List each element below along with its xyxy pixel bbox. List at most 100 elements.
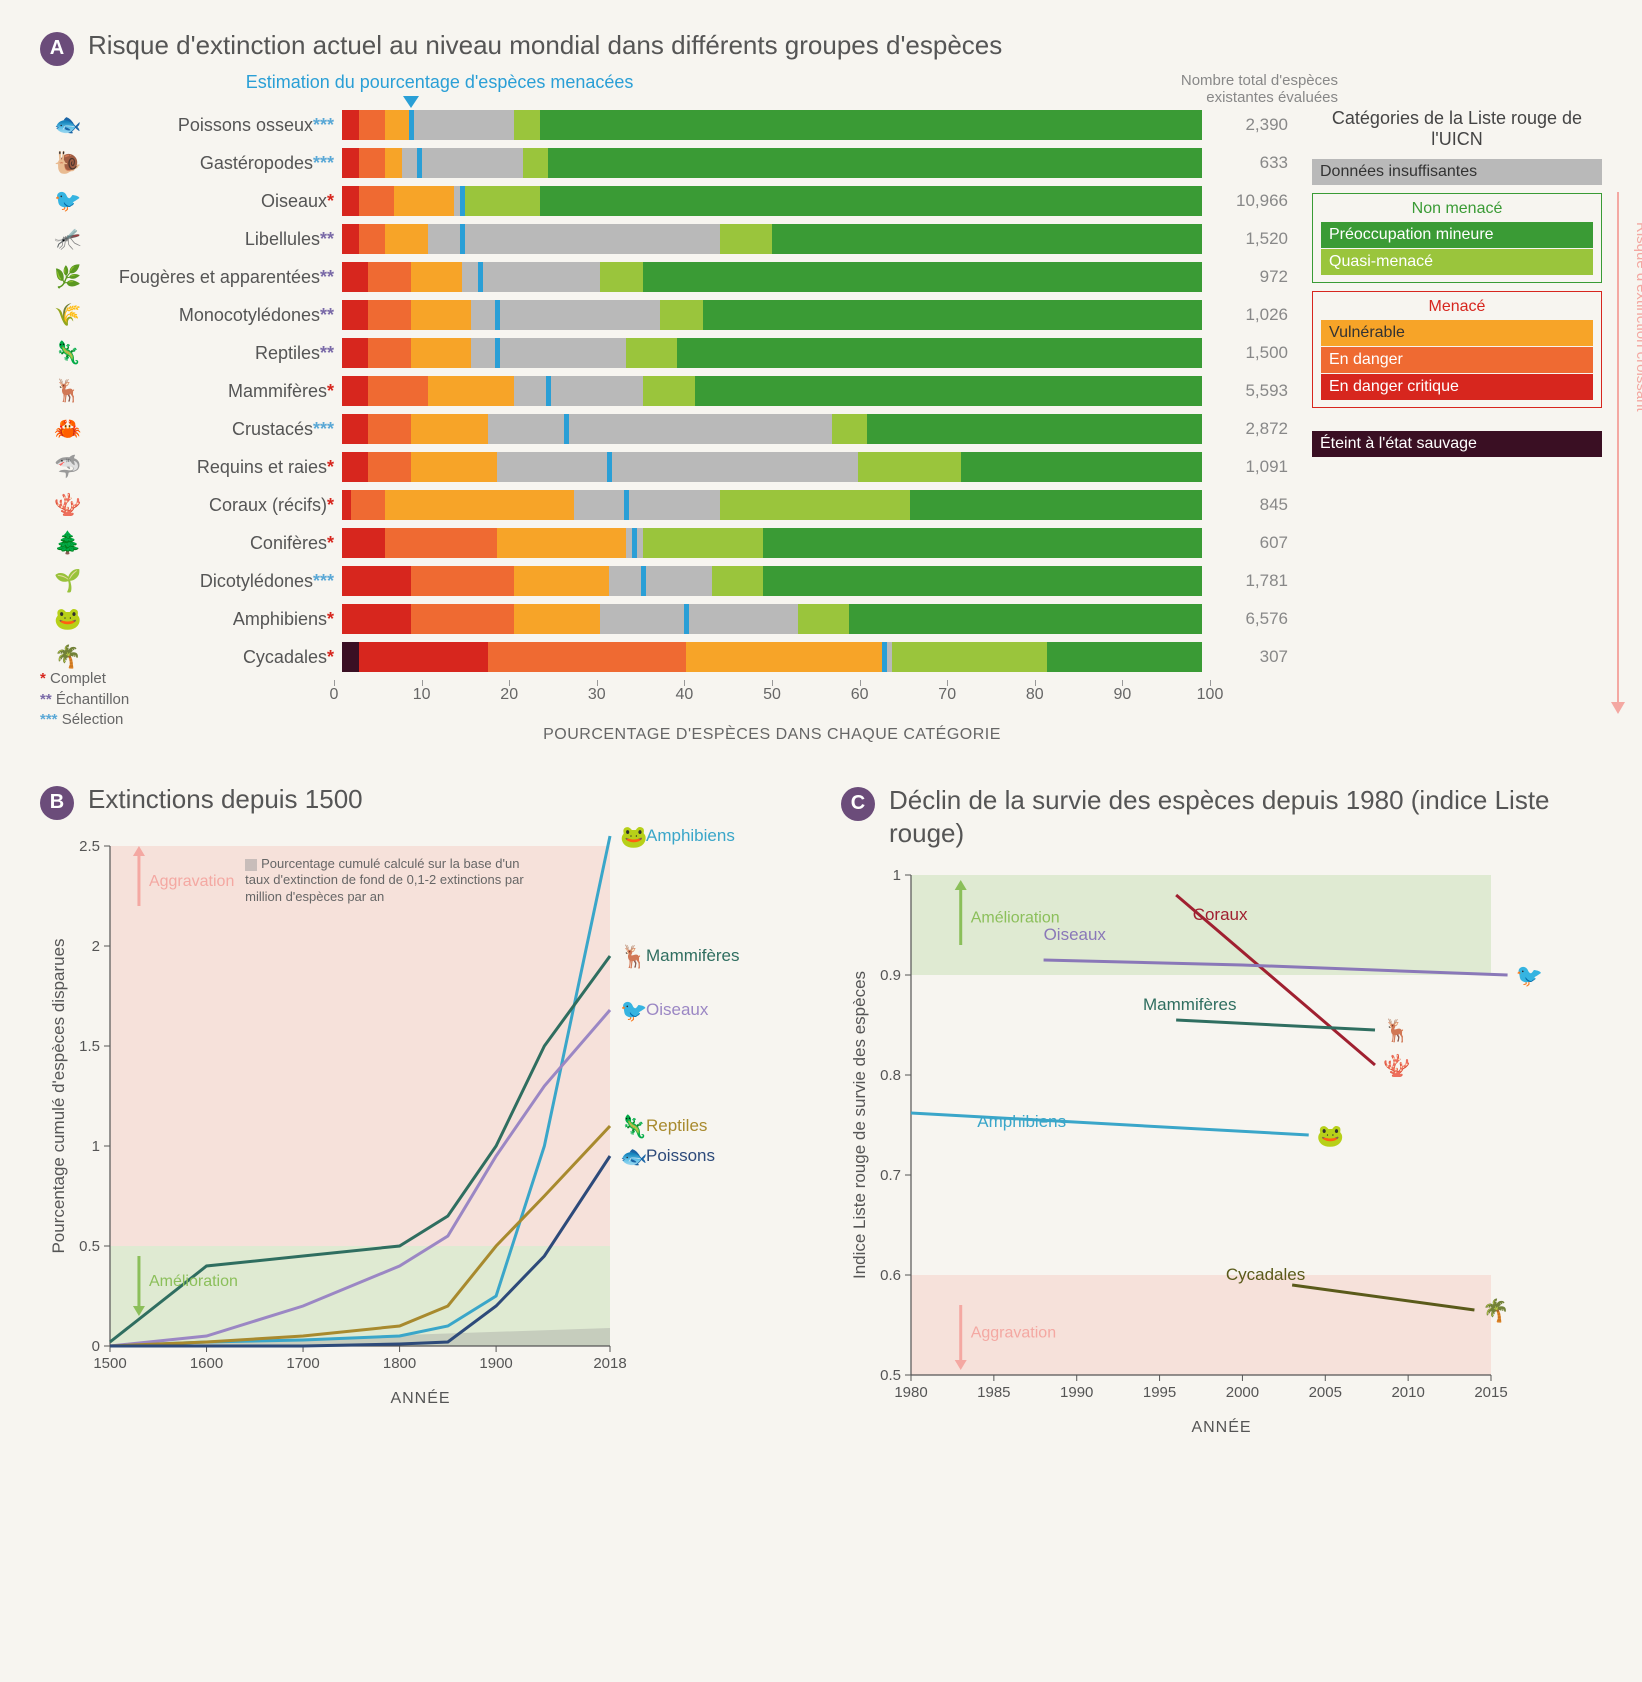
panel-a-x-axis: 0102030405060708090100	[334, 680, 1210, 704]
bar-segment-vu	[411, 338, 471, 368]
x-tick-label: 0	[330, 686, 339, 704]
bar-segment-en	[385, 528, 497, 558]
bar-segment-vu	[385, 224, 428, 254]
species-bar	[342, 604, 1202, 634]
series-icon: 🦌	[620, 944, 647, 969]
bar-segment-lc	[763, 528, 1202, 558]
species-count: 1,026	[1210, 305, 1288, 325]
species-icon: 🦈	[40, 454, 96, 480]
bar-segment-nt	[514, 110, 540, 140]
species-count: 633	[1210, 153, 1288, 173]
species-count: 2,390	[1210, 115, 1288, 135]
y-axis-title: Indice Liste rouge de survie des espèces	[850, 971, 869, 1279]
x-tick-label: 10	[413, 686, 431, 704]
series-label: Reptiles	[646, 1116, 707, 1135]
bar-segment-en	[351, 490, 385, 520]
series-label: Poissons	[646, 1146, 715, 1165]
estimate-tick	[495, 300, 500, 330]
y-tick-label: 1	[893, 867, 901, 884]
bar-segment-lc	[772, 224, 1202, 254]
series-label: Cycadales	[1226, 1265, 1305, 1284]
legend-non-menace-head: Non menacé	[1321, 200, 1593, 218]
estimate-tick	[417, 148, 422, 178]
species-row: 🌱Dicotylédones***1,781	[40, 562, 1288, 600]
estimate-tick	[409, 110, 414, 140]
species-icon: 🌴	[40, 644, 96, 670]
panel-b-x-title: ANNÉE	[40, 1390, 801, 1408]
estimate-label: Estimation du pourcentage d'espèces mena…	[63, 72, 817, 93]
bar-segment-vu	[385, 148, 402, 178]
x-tick-label: 2005	[1309, 1384, 1342, 1401]
bar-segment-en	[359, 110, 385, 140]
bar-segment-cr	[342, 414, 368, 444]
y-tick-label: 2	[92, 938, 100, 955]
y-tick-label: 0.8	[880, 1067, 901, 1084]
series-line	[1176, 1020, 1375, 1030]
bar-segment-nt	[858, 452, 961, 482]
bar-segment-en	[359, 186, 393, 216]
series-label: Amphibiens	[646, 826, 735, 845]
bar-segment-dd	[514, 376, 643, 406]
bar-segment-dd	[411, 110, 514, 140]
species-bar	[342, 376, 1202, 406]
bar-segment-nt	[720, 490, 909, 520]
bar-segment-vu	[411, 300, 471, 330]
legend-dd: Données insuffisantes	[1312, 159, 1602, 185]
bar-segment-cr	[342, 148, 359, 178]
bar-segment-dd	[609, 566, 712, 596]
estimate-tick	[546, 376, 551, 406]
x-tick-label: 2000	[1226, 1384, 1259, 1401]
trend-arrow-label: Amélioration	[149, 1273, 238, 1290]
species-count: 972	[1210, 267, 1288, 287]
legend-non-menace-box: Non menacé Préoccupation mineureQuasi-me…	[1312, 193, 1602, 283]
bar-segment-en	[359, 224, 385, 254]
estimate-tick	[460, 186, 465, 216]
bar-segment-dd	[428, 224, 720, 254]
legend-item: Vulnérable	[1321, 320, 1593, 346]
x-tick-label: 1985	[977, 1384, 1010, 1401]
bar-segment-lc	[867, 414, 1202, 444]
panel-b: B Extinctions depuis 1500 15001600170018…	[40, 784, 801, 1437]
estimate-tick	[460, 224, 465, 254]
species-label: Requins et raies*	[104, 457, 334, 478]
estimate-tick	[882, 642, 887, 672]
footnote: * Complet	[40, 669, 129, 689]
species-label: Libellules**	[104, 229, 334, 250]
species-row: 🐸Amphibiens*6,576	[40, 600, 1288, 638]
species-row: 🌿Fougères et apparentées**972	[40, 258, 1288, 296]
estimate-triangle-icon	[403, 96, 419, 108]
bar-segment-nt	[798, 604, 850, 634]
panel-a-legend: Catégories de la Liste rouge de l'UICN D…	[1312, 72, 1602, 745]
species-row: 🦎Reptiles**1,500	[40, 334, 1288, 372]
series-icon: 🐦	[1516, 963, 1543, 988]
bar-segment-en	[411, 604, 514, 634]
bar-segment-lc	[643, 262, 1202, 292]
bar-segment-en	[368, 338, 411, 368]
bar-segment-cr	[342, 452, 368, 482]
panel-c: C Déclin de la survie des espèces depuis…	[841, 784, 1602, 1437]
x-tick-label: 2018	[593, 1355, 626, 1372]
species-icon: 🐦	[40, 188, 96, 214]
y-tick-label: 0.9	[880, 967, 901, 984]
x-tick-label: 1900	[479, 1355, 512, 1372]
trend-arrow-label: Amélioration	[971, 910, 1060, 927]
x-tick-label: 1980	[894, 1384, 927, 1401]
series-icon: 🌴	[1482, 1298, 1509, 1323]
x-tick-label: 1800	[383, 1355, 416, 1372]
species-row: 🦌Mammifères*5,593	[40, 372, 1288, 410]
panel-a-title: Risque d'extinction actuel au niveau mon…	[88, 30, 1002, 61]
bar-segment-nt	[892, 642, 1047, 672]
y-tick-label: 0	[92, 1338, 100, 1355]
bar-segment-en	[359, 148, 385, 178]
species-label: Cycadales*	[104, 647, 334, 668]
series-line	[911, 1113, 1309, 1135]
panel-a-chart: Estimation du pourcentage d'espèces mena…	[40, 72, 1288, 745]
bar-segment-lc	[703, 300, 1202, 330]
bar-segment-lc	[695, 376, 1202, 406]
species-icon: 🦎	[40, 340, 96, 366]
species-bar	[342, 452, 1202, 482]
footnote: ** Échantillon	[40, 690, 129, 710]
bar-segment-vu	[514, 604, 600, 634]
bar-segment-cr	[342, 338, 368, 368]
bar-segment-vu	[428, 376, 514, 406]
